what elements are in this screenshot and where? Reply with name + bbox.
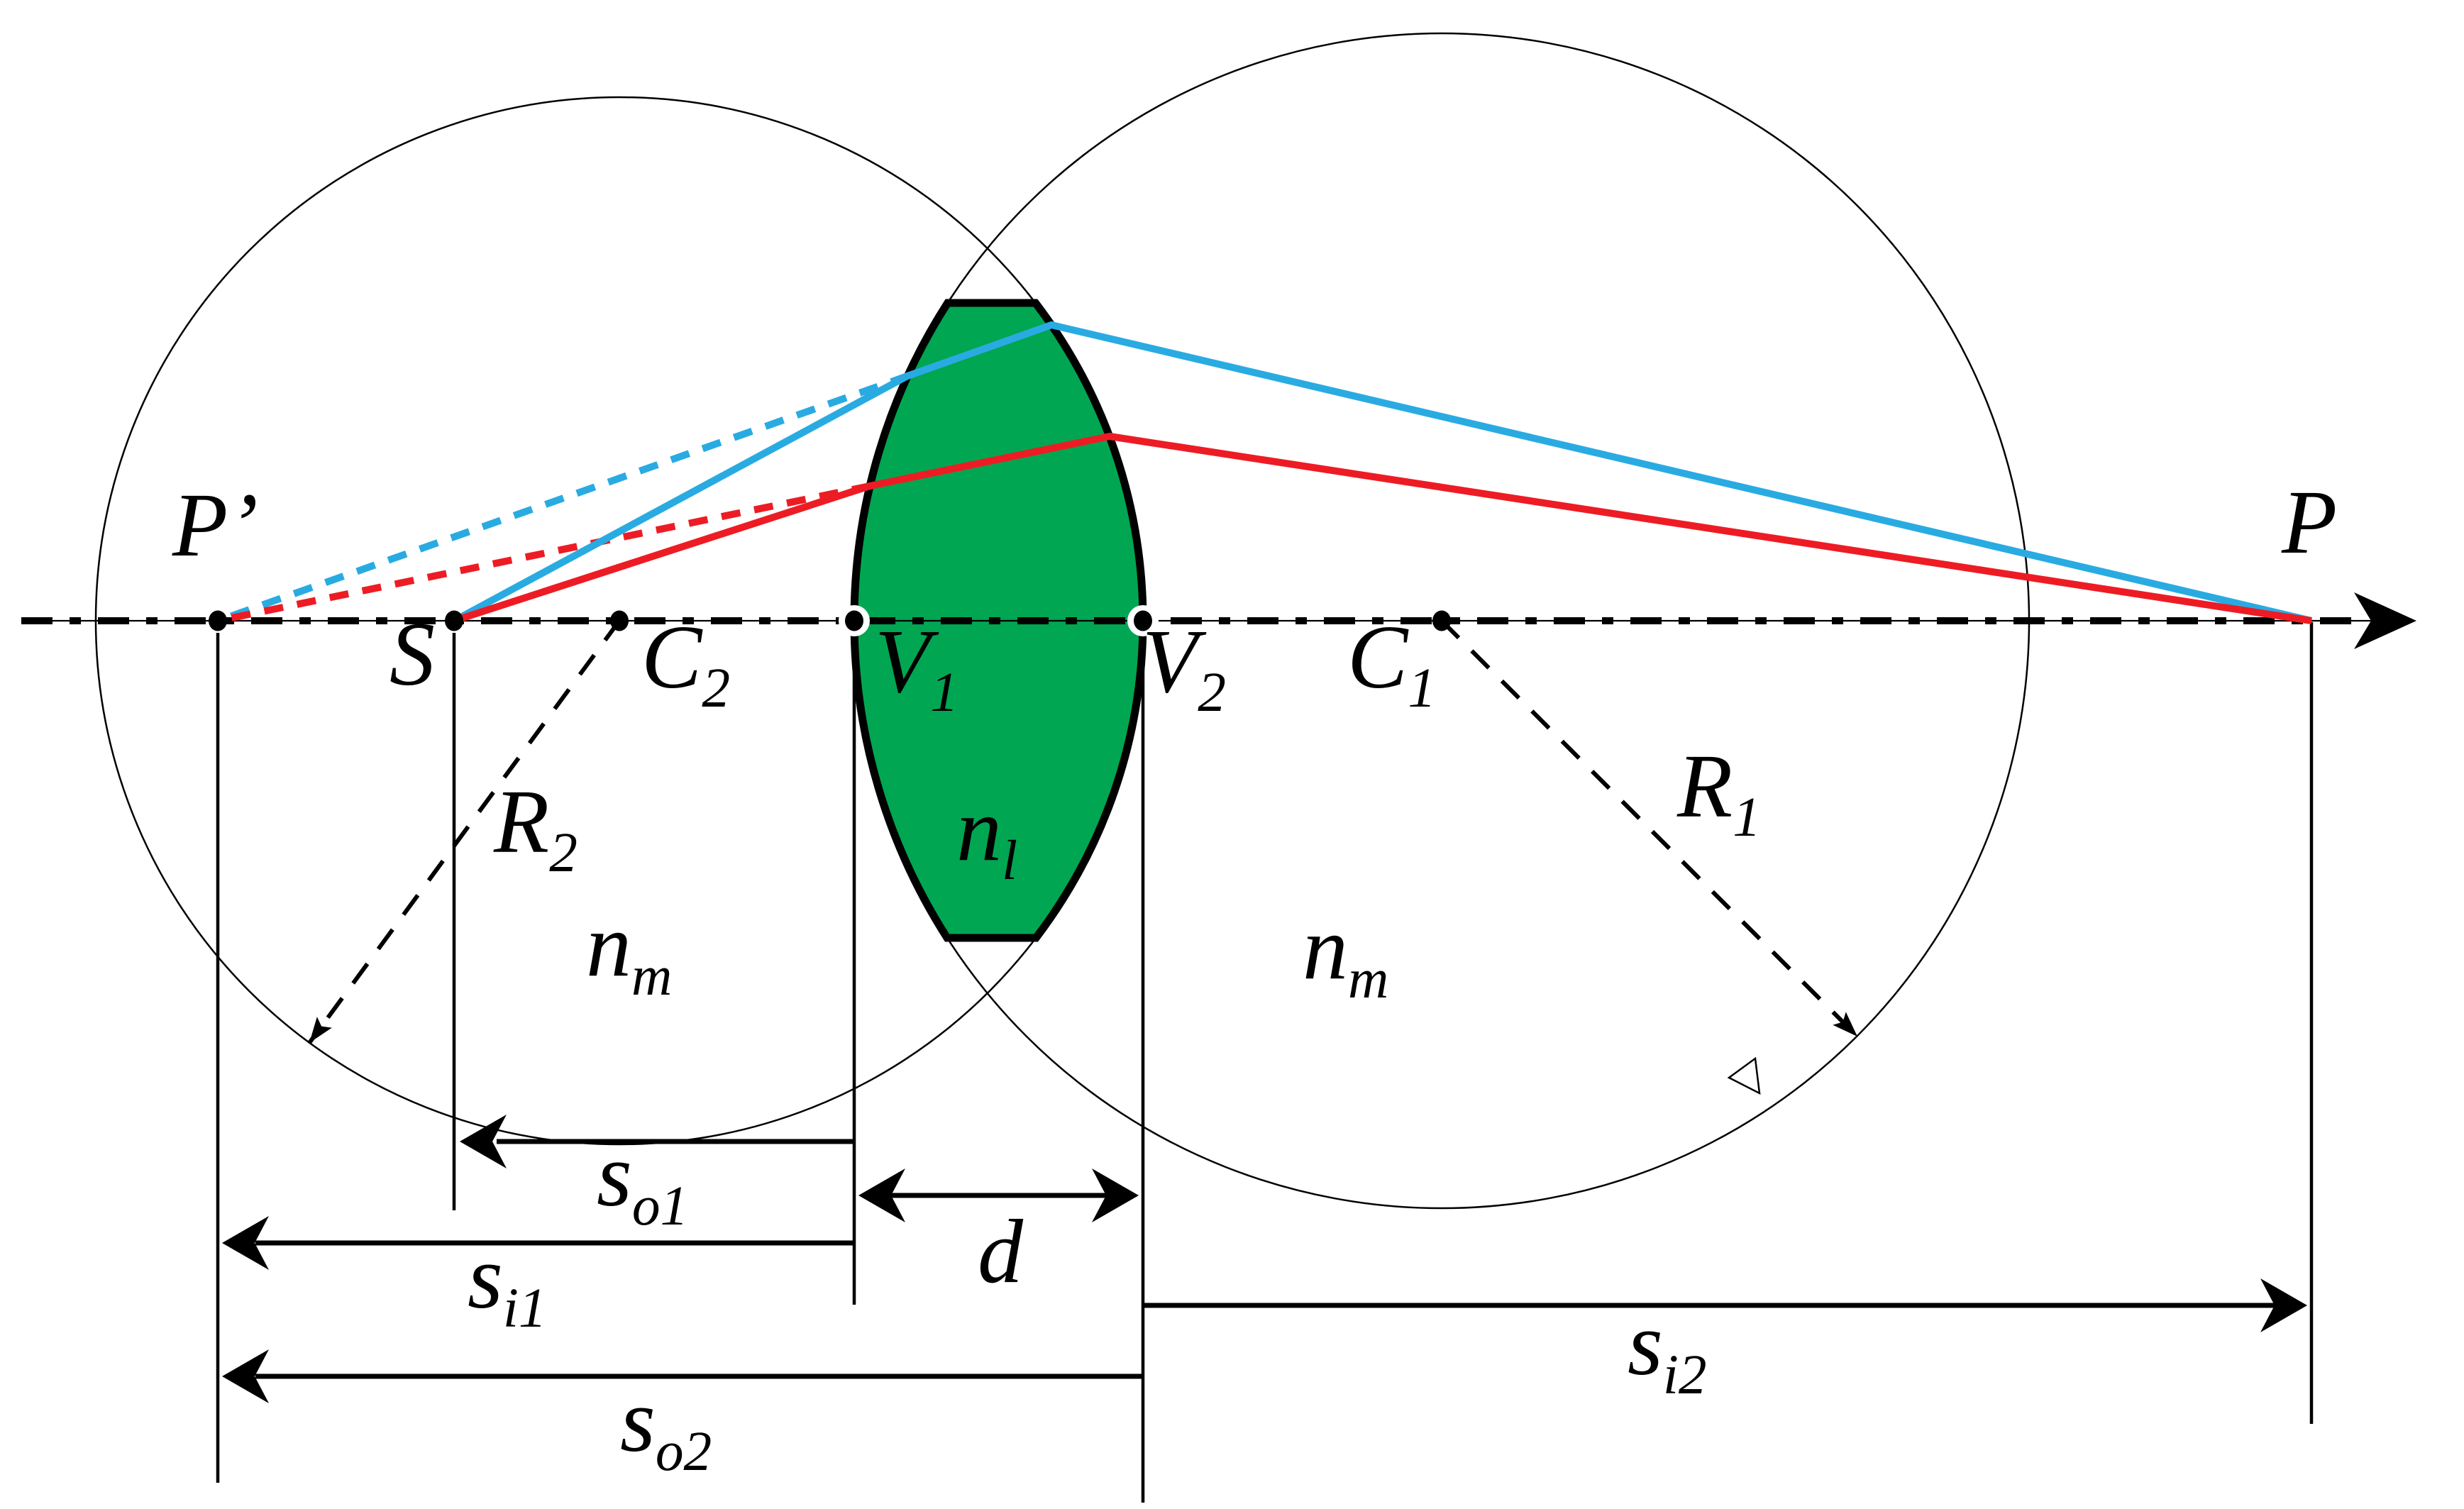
label-r1-sub: 1 — [1733, 785, 1761, 849]
label-n-lens-sub: l — [1002, 829, 1018, 892]
label-n-medium-left-sub: m — [631, 944, 673, 1007]
dim-d-arrowhead-right — [1092, 1168, 1139, 1222]
point-dot-v2 — [1134, 610, 1152, 631]
point-dot-s — [445, 610, 463, 631]
label-s-i1: si1 — [468, 1232, 547, 1337]
point-dot-c1 — [1432, 610, 1451, 631]
label-s-o2: so2 — [620, 1375, 712, 1480]
radius-r2-arrowhead — [309, 1017, 332, 1043]
label-s-text: S — [390, 604, 435, 704]
ray-blue-solid — [452, 321, 2313, 624]
label-c2-base: C — [641, 607, 702, 707]
label-p-prime: P’ — [172, 480, 258, 570]
label-c2-sub: 2 — [702, 656, 731, 719]
ray-red-solid — [453, 433, 2312, 624]
label-n-medium-right: nm — [1303, 902, 1388, 1007]
label-s-o1-sub: o1 — [631, 1174, 689, 1237]
label-c1-sub: 1 — [1408, 656, 1437, 719]
label-p-prime-text: P’ — [172, 475, 258, 575]
point-dot-c2 — [610, 610, 629, 631]
radius-r2-line — [307, 619, 621, 1044]
label-s-o1-base: s — [597, 1124, 632, 1225]
label-d: d — [978, 1206, 1023, 1297]
optical-axis-arrowhead — [2354, 592, 2416, 649]
ray-red-virtual-dashed — [216, 482, 871, 624]
dim-si2-arrowhead — [2260, 1278, 2307, 1332]
point-dot-v1 — [845, 610, 863, 631]
dim-si1-arrowhead — [222, 1216, 269, 1270]
dim-d-arrowhead-left — [858, 1168, 905, 1222]
label-s: S — [390, 609, 435, 700]
label-v1: V1 — [875, 616, 958, 721]
radius-r1-line — [1440, 619, 1860, 1039]
label-s-i2: si2 — [1628, 1298, 1707, 1403]
label-c2: C2 — [641, 612, 730, 717]
ray-blue-virtual-dashed — [216, 372, 909, 624]
label-n-medium-left-base: n — [586, 895, 631, 995]
label-c1-base: C — [1347, 607, 1408, 707]
label-v1-sub: 1 — [930, 660, 958, 724]
dim-so1-arrowhead — [460, 1115, 507, 1168]
label-v2: V2 — [1142, 616, 1226, 721]
label-d-text: d — [978, 1201, 1023, 1302]
label-n-medium-right-base: n — [1303, 897, 1348, 998]
label-p-text: P — [2282, 472, 2338, 573]
label-v2-sub: 2 — [1198, 660, 1226, 724]
label-n-medium-right-sub: m — [1348, 947, 1389, 1010]
label-n-medium-left: nm — [586, 900, 672, 1005]
label-v1-base: V — [875, 611, 931, 712]
label-r1-base: R — [1677, 736, 1733, 836]
label-r2-base: R — [494, 771, 550, 872]
label-s-i1-base: s — [468, 1227, 503, 1327]
label-s-o1: so1 — [597, 1129, 688, 1234]
label-r2: R2 — [494, 776, 578, 881]
label-s-i2-sub: i2 — [1662, 1343, 1707, 1406]
radius-r1-arrowhead — [1833, 1012, 1857, 1037]
triangle-marker — [1727, 1056, 1761, 1095]
label-c1: C1 — [1347, 612, 1436, 717]
label-s-o2-base: s — [620, 1370, 656, 1471]
label-s-o2-sub: o2 — [655, 1420, 712, 1483]
label-n-lens: nl — [956, 784, 1017, 889]
label-s-i2-base: s — [1628, 1293, 1663, 1394]
point-dot-p-prime — [209, 610, 227, 631]
label-r1: R1 — [1677, 741, 1761, 846]
label-r2-sub: 2 — [549, 821, 578, 884]
dim-so2-arrowhead — [222, 1349, 269, 1403]
label-v2-base: V — [1142, 611, 1198, 712]
label-n-lens-base: n — [956, 779, 1002, 880]
label-p: P — [2282, 477, 2337, 568]
label-s-i1-sub: i1 — [502, 1276, 547, 1339]
